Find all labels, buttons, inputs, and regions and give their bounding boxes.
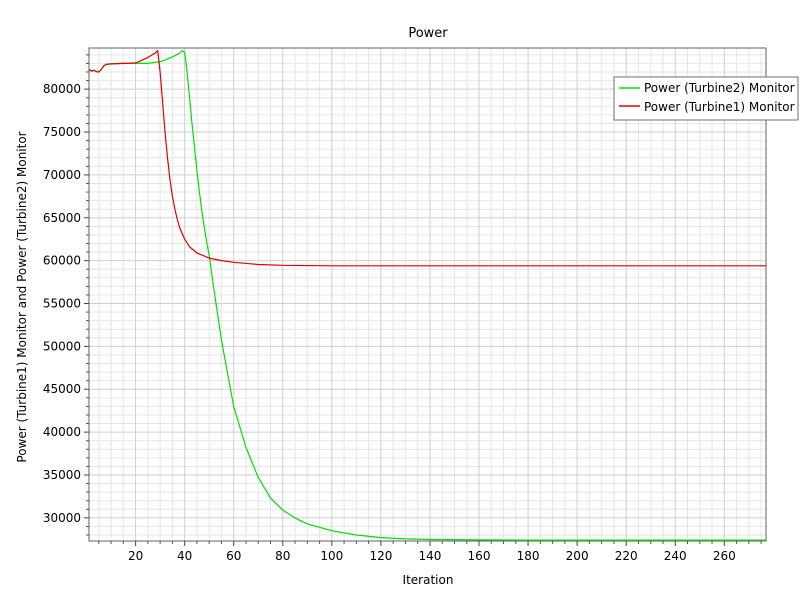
x-tick-label: 140 <box>418 549 441 563</box>
x-tick-label: 120 <box>369 549 392 563</box>
grid <box>89 48 766 541</box>
legend-label-turbine1: Power (Turbine1) Monitor <box>644 100 795 114</box>
x-tick-label: 100 <box>320 549 343 563</box>
y-tick-labels: 30000 35000 40000 45000 50000 55000 60000 65000… <box>43 82 81 525</box>
x-tick-labels: 20 40 60 80 100 120 140 160 180 200 220 240 260 <box>128 549 736 563</box>
x-tick-label: 60 <box>226 549 241 563</box>
chart-title: Power <box>408 26 448 41</box>
y-tick-label: 65000 <box>43 211 81 225</box>
x-tick-label: 220 <box>615 549 638 563</box>
x-tick-label: 200 <box>566 549 589 563</box>
y-tick-label: 45000 <box>43 382 81 396</box>
y-tick-label: 55000 <box>43 297 81 311</box>
y-tick-label: 60000 <box>43 254 81 268</box>
x-tick-label: 160 <box>468 549 491 563</box>
axes-ticks <box>84 54 762 546</box>
x-tick-label: 20 <box>128 549 143 563</box>
y-tick-label: 35000 <box>43 468 81 482</box>
x-tick-label: 180 <box>517 549 540 563</box>
legend-label-turbine2: Power (Turbine2) Monitor <box>644 81 795 95</box>
y-tick-label: 40000 <box>43 425 81 439</box>
x-tick-label: 80 <box>275 549 290 563</box>
y-tick-label: 80000 <box>43 82 81 96</box>
series-lines <box>88 50 766 541</box>
y-tick-label: 30000 <box>43 511 81 525</box>
legend-box <box>613 76 799 121</box>
y-tick-label: 75000 <box>43 125 81 139</box>
y-axis-label: Power (Turbine1) Monitor and Power (Turb… <box>15 131 29 462</box>
y-tick-label: 70000 <box>43 168 81 182</box>
x-tick-label: 40 <box>177 549 192 563</box>
series-line-turbine1 <box>88 50 766 267</box>
x-tick-label: 260 <box>713 549 736 563</box>
legend: Power (Turbine2) Monitor Power (Turbine1… <box>613 76 799 121</box>
y-tick-label: 50000 <box>43 339 81 353</box>
x-tick-label: 240 <box>664 549 687 563</box>
x-axis-label: Iteration <box>403 573 454 587</box>
